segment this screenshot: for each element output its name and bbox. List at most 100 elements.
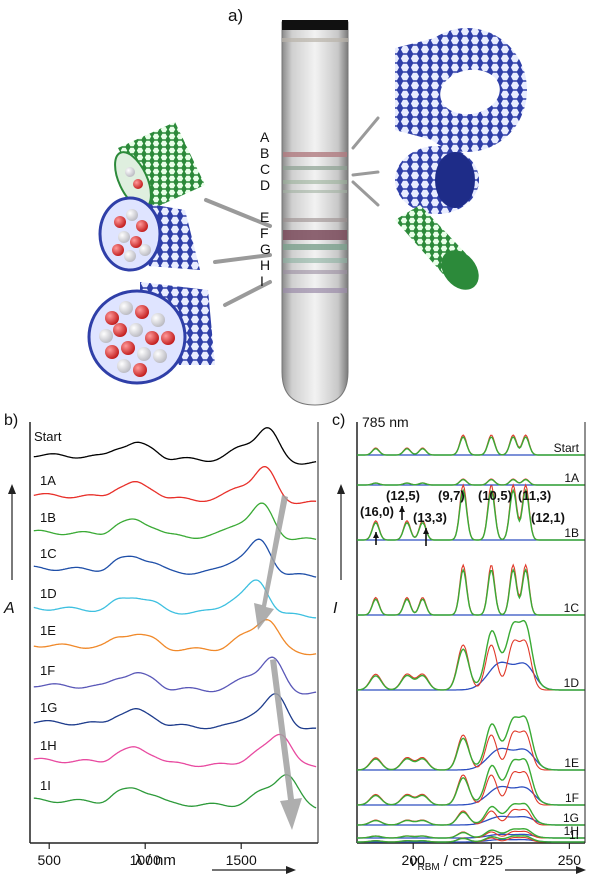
c-green-total-1D [357, 619, 585, 691]
nanotube-green-left [114, 122, 205, 210]
b-series-label: 1E [40, 623, 56, 638]
c-x-tick-label: 200 [402, 852, 426, 868]
c-blue-fit-1G [357, 815, 585, 826]
c-green-total-Start [357, 436, 585, 456]
chirality-label: (12,5) [386, 488, 420, 503]
panel-b-label: b) [4, 412, 19, 429]
b-series-label: 1A [40, 473, 56, 488]
centrifuge-tube [281, 20, 349, 406]
c-series-label: 1C [564, 601, 580, 615]
chirality-label: (11,3) [518, 488, 551, 503]
band-label-e: E [260, 209, 270, 225]
b-series-label: 1F [40, 663, 55, 678]
c-green-total-1F [356, 757, 585, 806]
nanotube-green-right [395, 205, 479, 290]
c-series-label: 1H [564, 824, 579, 838]
panel-c-x-label: νRBM / cm⁻¹ [410, 852, 485, 873]
b-series-line-1D [33, 579, 317, 619]
b-series-label: Start [34, 429, 62, 444]
panel-a-label: a) [228, 6, 244, 25]
c-green-total-1C [357, 568, 585, 616]
c-series-label: 1D [564, 676, 580, 690]
c-blue-fit-1F [357, 785, 585, 806]
c-red-fit-1D [357, 639, 585, 691]
b-y-arrowhead [8, 484, 16, 494]
panel-c-label: c) [332, 412, 346, 429]
c-series-label: 1I [569, 828, 579, 842]
c-series-label: 1B [564, 526, 579, 540]
b-series-line-1B [33, 502, 317, 541]
panel-c-y-label: I [333, 600, 338, 617]
b-series-line-1A [33, 466, 317, 505]
band-label-a: A [260, 129, 270, 145]
c-green-total-1B [357, 488, 585, 541]
c-red-fit-1E [356, 730, 585, 771]
band-label-h: H [260, 257, 271, 273]
c-green-total-1I [357, 835, 585, 843]
b-series-line-1I [33, 774, 317, 809]
band-label-b: B [260, 145, 270, 161]
x-label-sub: RBM [417, 862, 440, 873]
c-blue-fit-1D [357, 661, 585, 691]
x-label-unit: / cm⁻¹ [439, 853, 486, 870]
band-label-i: I [260, 273, 264, 289]
b-series-label: 1B [40, 510, 56, 525]
chirality-label: (10,5) [478, 488, 512, 503]
c-red-fit-1C [357, 563, 585, 616]
chirality-arrowhead [399, 506, 405, 512]
c-red-fit-1F [356, 771, 585, 806]
c-x-tick-label: 250 [558, 852, 582, 868]
nanotube-blue-right-mid [395, 146, 479, 214]
band-label-f: F [260, 225, 269, 241]
nanotube-blue-right-large [395, 28, 527, 152]
panel-b-x-label: λ / nm [135, 852, 176, 869]
b-x-tick-label: 500 [38, 852, 62, 868]
c-series-label: 1E [564, 756, 579, 770]
chirality-label: (13,3) [413, 510, 447, 525]
b-series-line-1H [33, 733, 317, 768]
b-series-label: 1G [40, 700, 57, 715]
band-label-g: G [260, 241, 271, 257]
b-x-arrowhead [286, 866, 296, 874]
c-x-tick-label: 225 [480, 852, 504, 868]
band-labels: A B C D E F G H I [260, 130, 280, 288]
band-label-c: C [260, 161, 271, 177]
b-series-line-Start [33, 427, 317, 465]
c-red-fit-1H [357, 830, 585, 839]
b-series-label: 1I [40, 778, 51, 793]
band-label-d: D [260, 177, 271, 193]
nanotube-blue-left-mid [98, 196, 200, 272]
b-series-label: 1C [40, 546, 57, 561]
c-y-arrowhead [337, 484, 345, 494]
chirality-arrowhead [423, 528, 429, 534]
c-series-label: 1F [565, 791, 579, 805]
b-shift-arrow-upper [254, 495, 288, 630]
c-red-fit-1G [357, 808, 585, 826]
b-x-tick-label: 1000 [130, 852, 161, 868]
c-blue-fit-1E [357, 747, 585, 771]
b-shift-arrow-lower [270, 659, 302, 830]
chirality-arrowhead [373, 532, 379, 538]
b-series-label: 1D [40, 586, 57, 601]
c-x-arrowhead [576, 866, 586, 874]
x-label-nu: ν [410, 853, 418, 870]
c-green-total-1H [357, 827, 585, 839]
b-series-line-1F [33, 656, 317, 695]
c-series-label: 1A [564, 471, 579, 485]
b-series-line-1C [33, 538, 317, 578]
c-green-total-1G [357, 802, 585, 826]
chirality-label: (9,7) [438, 488, 465, 503]
b-series-label: 1H [40, 738, 57, 753]
b-series-line-1G [33, 693, 317, 730]
panel-b-y-label: A [4, 600, 15, 617]
chirality-label: (16,0) [360, 504, 394, 519]
b-x-tick-label: 1500 [226, 852, 257, 868]
b-series-line-1E [33, 619, 317, 656]
nanotube-blue-left-large [87, 282, 215, 385]
c-series-label: 1G [563, 811, 579, 825]
c-green-total-1E [356, 715, 585, 771]
chirality-label: (12,1) [531, 510, 565, 525]
c-red-fit-Start [357, 434, 585, 456]
